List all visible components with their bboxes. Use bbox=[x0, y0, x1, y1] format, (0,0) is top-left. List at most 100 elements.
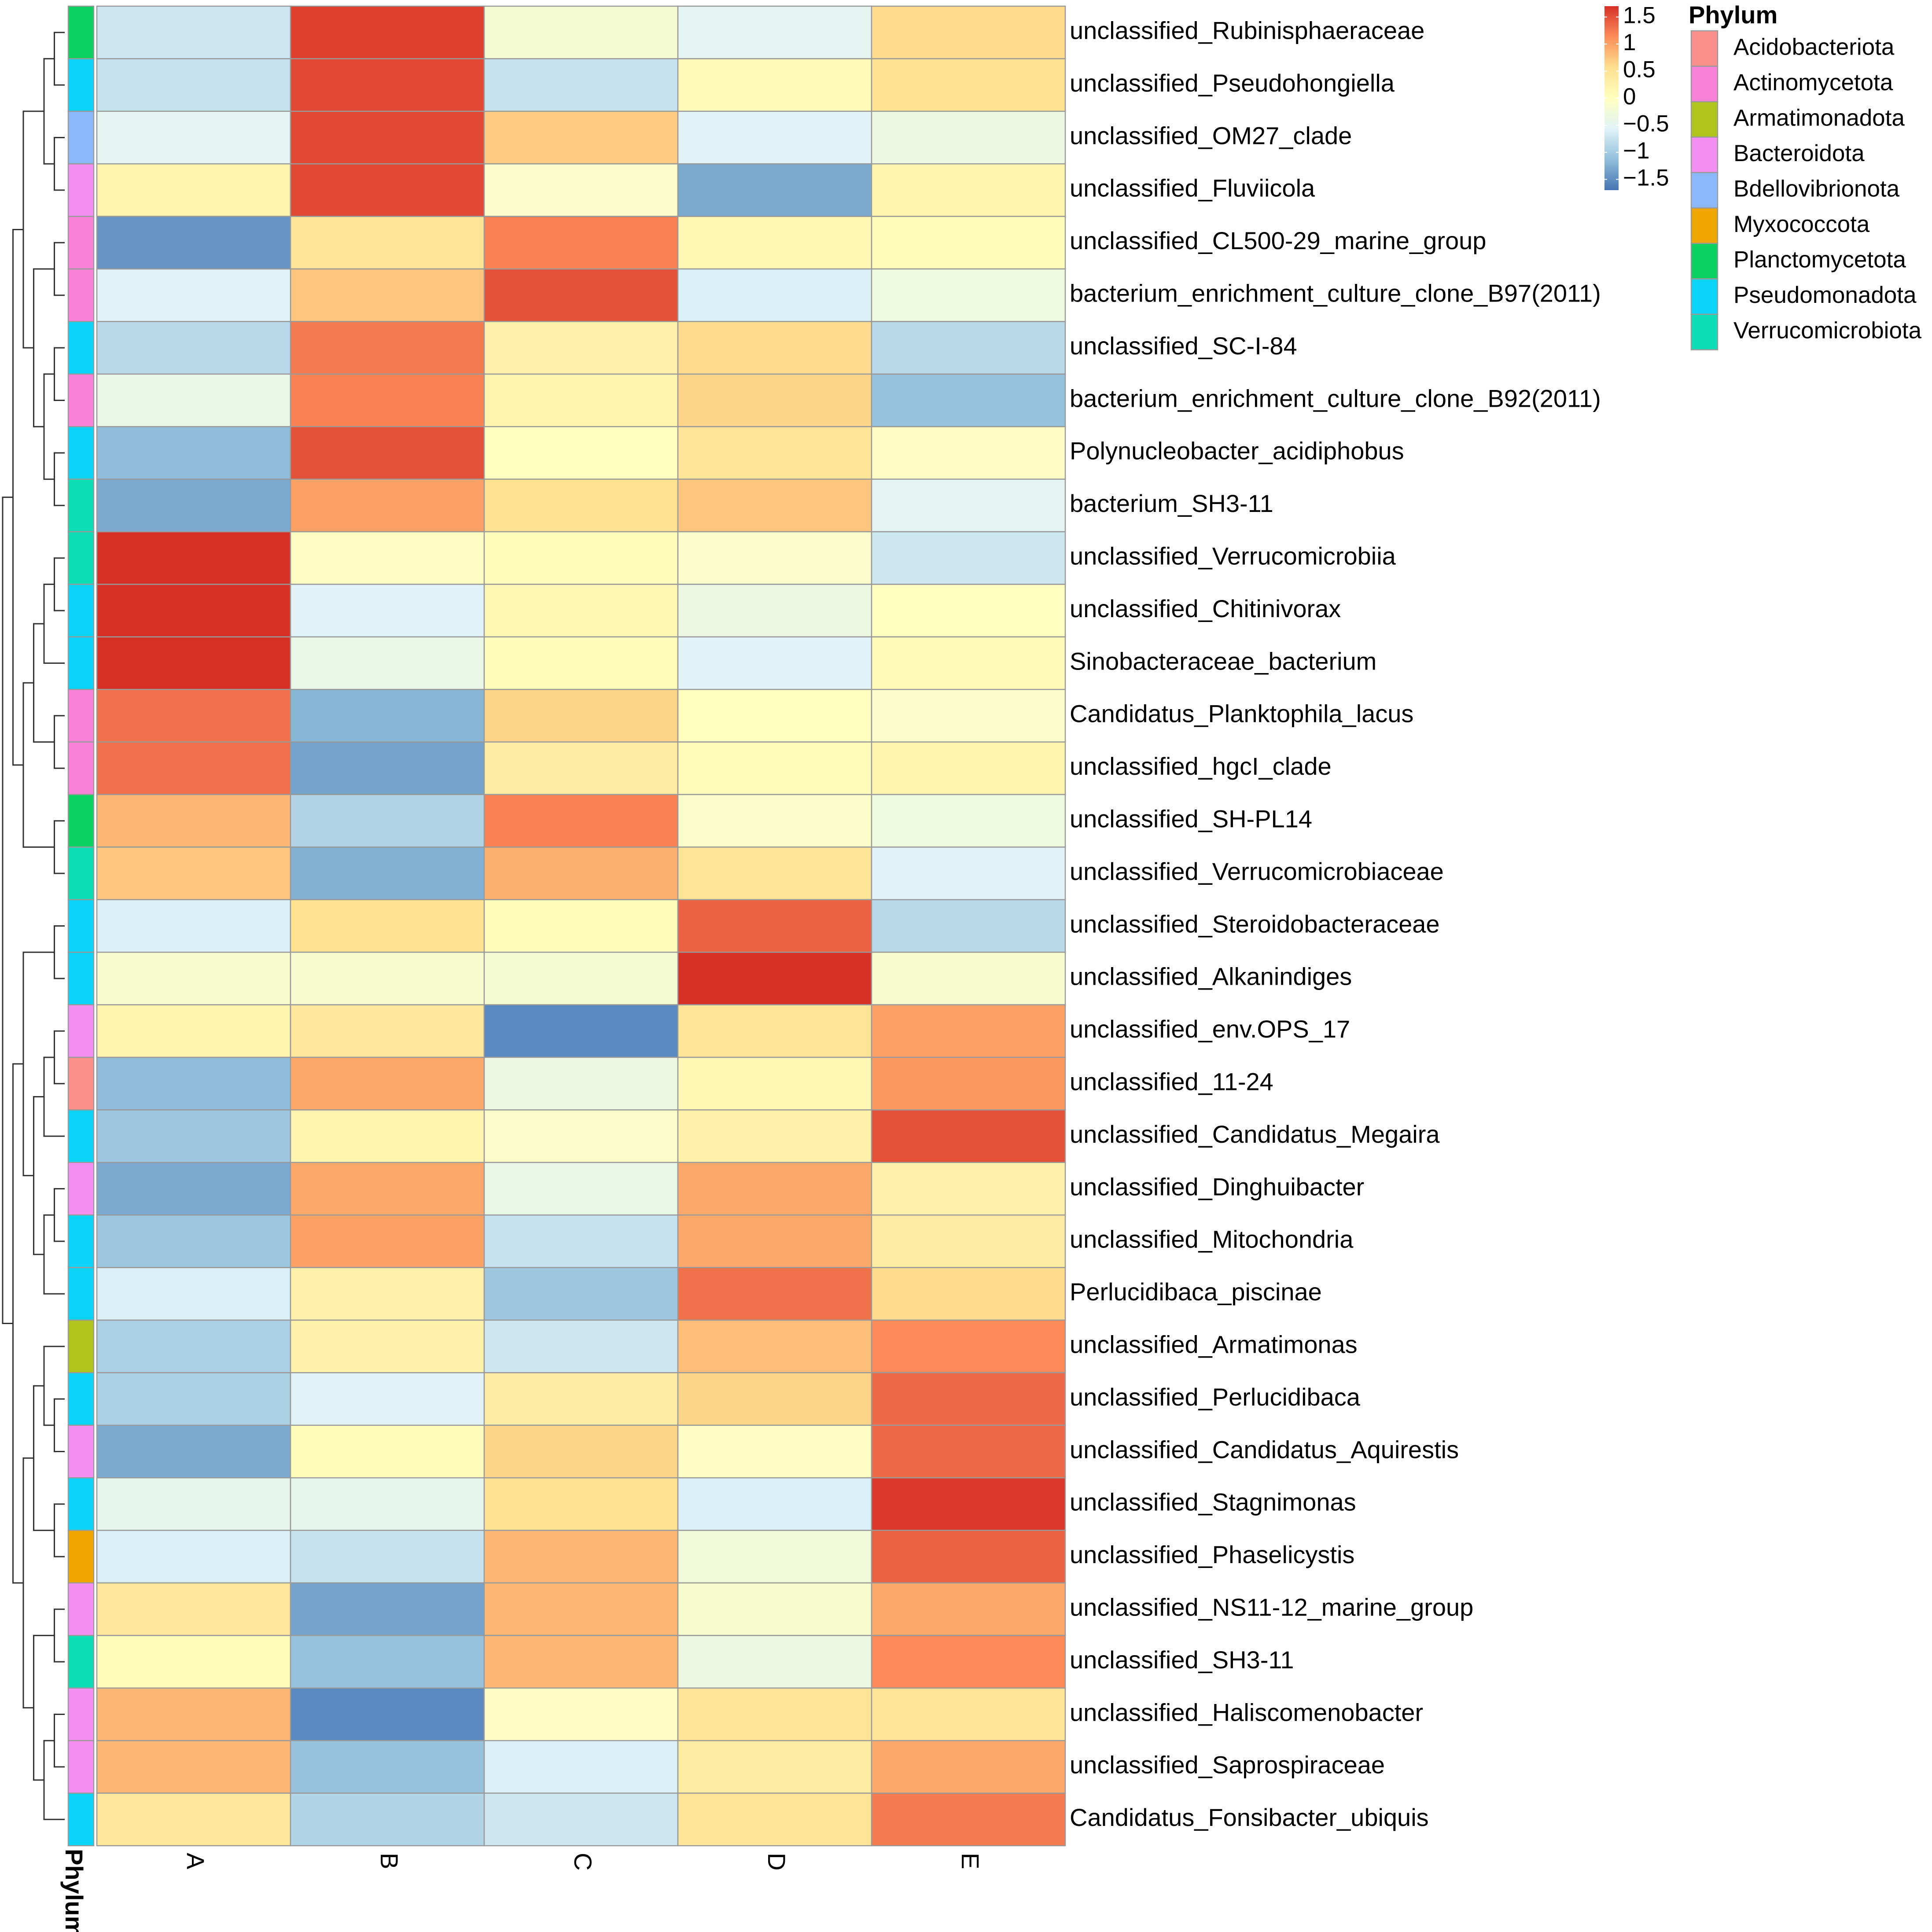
dendrogram-branch bbox=[43, 373, 55, 480]
heatmap-cell bbox=[871, 1004, 1066, 1058]
row-label: unclassified_Armatimonas bbox=[1070, 1330, 1358, 1358]
heatmap-cell bbox=[290, 1477, 485, 1531]
heatmap-cell bbox=[483, 1056, 679, 1111]
scale-tick-label: −1.5 bbox=[1623, 165, 1669, 191]
heatmap-cell bbox=[483, 1004, 679, 1058]
heatmap-cell bbox=[483, 1214, 679, 1268]
row-label: unclassified_Perlucidibaca bbox=[1070, 1383, 1361, 1411]
row-label: unclassified_Phaselicystis bbox=[1070, 1541, 1354, 1568]
heatmap-cell bbox=[96, 1424, 291, 1479]
heatmap-cell bbox=[96, 1687, 291, 1741]
heatmap-cell bbox=[677, 321, 872, 375]
row-label: unclassified_Haliscomenobacter bbox=[1070, 1698, 1423, 1726]
annotation-cell bbox=[67, 1740, 95, 1794]
heatmap-cell bbox=[290, 1162, 485, 1216]
dendrogram-branch bbox=[54, 137, 65, 191]
legend-swatch bbox=[1690, 136, 1719, 173]
heatmap-cell bbox=[871, 426, 1066, 480]
row-label: bacterium_enrichment_culture_clone_B92(2… bbox=[1070, 384, 1601, 412]
heatmap-cell bbox=[96, 1740, 291, 1794]
legend-swatch bbox=[1690, 243, 1719, 280]
dendrogram-branch bbox=[54, 1030, 65, 1085]
heatmap-cell bbox=[96, 58, 291, 112]
heatmap-cell bbox=[483, 110, 679, 165]
heatmap-cell bbox=[96, 584, 291, 638]
dendrogram-branch bbox=[54, 242, 65, 296]
heatmap-cell bbox=[290, 899, 485, 953]
row-label: unclassified_Dinghuibacter bbox=[1070, 1173, 1364, 1200]
legend-label: Bdellovibrionota bbox=[1733, 176, 1900, 202]
heatmap-cell bbox=[871, 1477, 1066, 1531]
heatmap-cell bbox=[290, 1687, 485, 1741]
heatmap-cell bbox=[483, 1740, 679, 1794]
heatmap-cell bbox=[483, 1372, 679, 1426]
heatmap-cell bbox=[290, 584, 485, 638]
heatmap-cell bbox=[871, 1372, 1066, 1426]
heatmap-cell bbox=[290, 1424, 485, 1479]
heatmap-cell bbox=[483, 636, 679, 690]
heatmap-cell bbox=[677, 1687, 872, 1741]
heatmap-cell bbox=[290, 1267, 485, 1321]
row-label: Sinobacteraceae_bacterium bbox=[1070, 647, 1376, 675]
phylum-annotation-track bbox=[67, 5, 95, 1847]
heatmap-cell bbox=[871, 321, 1066, 375]
heatmap-cell bbox=[677, 268, 872, 322]
heatmap-cell bbox=[290, 1635, 485, 1689]
annotation-cell bbox=[67, 1319, 95, 1373]
annotation-cell bbox=[67, 110, 95, 165]
heatmap-cell bbox=[290, 321, 485, 375]
heatmap-cell bbox=[483, 1635, 679, 1689]
dendrogram-branch bbox=[54, 1398, 65, 1452]
heatmap-cell bbox=[677, 1319, 872, 1373]
heatmap-cell bbox=[677, 110, 872, 165]
annotation-cell bbox=[67, 268, 95, 322]
heatmap-cell bbox=[290, 846, 485, 901]
annotation-cell bbox=[67, 163, 95, 217]
annotation-cell bbox=[67, 899, 95, 953]
heatmap-cell bbox=[871, 1740, 1066, 1794]
heatmap-cell bbox=[96, 741, 291, 795]
heatmap-cell bbox=[96, 1109, 291, 1163]
legend-label: Armatimonadota bbox=[1733, 105, 1905, 131]
heatmap-cell bbox=[871, 1792, 1066, 1847]
legend-swatch bbox=[1690, 30, 1719, 67]
heatmap-cell bbox=[483, 1582, 679, 1636]
row-label: unclassified_Rubinisphaeraceae bbox=[1070, 16, 1424, 44]
heatmap-cell bbox=[290, 951, 485, 1005]
heatmap-cell bbox=[871, 951, 1066, 1005]
annotation-cell bbox=[67, 321, 95, 375]
heatmap-cell bbox=[290, 1582, 485, 1636]
row-label: Candidatus_Fonsibacter_ubiquis bbox=[1070, 1803, 1429, 1831]
heatmap-cell bbox=[871, 1530, 1066, 1584]
scale-tick-label: 0.5 bbox=[1623, 57, 1656, 83]
heatmap-cell bbox=[871, 478, 1066, 533]
heatmap-cell bbox=[483, 1792, 679, 1847]
column-labels: A B C D E bbox=[182, 1853, 984, 1870]
row-labels: unclassified_Rubinisphaeraceae unclassifi… bbox=[1070, 16, 1601, 1831]
heatmap-cell bbox=[677, 1792, 872, 1847]
heatmap-cell bbox=[290, 1056, 485, 1111]
heatmap-cell bbox=[96, 636, 291, 690]
scale-tick-label: 1 bbox=[1623, 29, 1636, 55]
annotation-cell bbox=[67, 1635, 95, 1689]
heatmap-cell bbox=[96, 268, 291, 322]
heatmap-cell bbox=[483, 899, 679, 953]
heatmap-cell bbox=[96, 216, 291, 270]
row-label: unclassified_SC-I-84 bbox=[1070, 332, 1297, 360]
heatmap-cell bbox=[290, 1109, 485, 1163]
heatmap-cell bbox=[483, 794, 679, 848]
heatmap-cell bbox=[290, 636, 485, 690]
row-label: bacterium_SH3-11 bbox=[1070, 489, 1273, 517]
row-label: unclassified_Stagnimonas bbox=[1070, 1488, 1356, 1516]
heatmap-cell bbox=[96, 373, 291, 427]
annotation-cell bbox=[67, 58, 95, 112]
heatmap-cell bbox=[677, 426, 872, 480]
heatmap-cell bbox=[677, 846, 872, 901]
dendrogram-branch bbox=[54, 1608, 65, 1663]
dendrogram-branch bbox=[2, 497, 13, 1324]
annotation-cell bbox=[67, 1162, 95, 1216]
row-label: unclassified_Alkanindiges bbox=[1070, 963, 1352, 990]
heatmap-cell bbox=[677, 951, 872, 1005]
row-label: unclassified_Fluviicola bbox=[1070, 174, 1315, 202]
